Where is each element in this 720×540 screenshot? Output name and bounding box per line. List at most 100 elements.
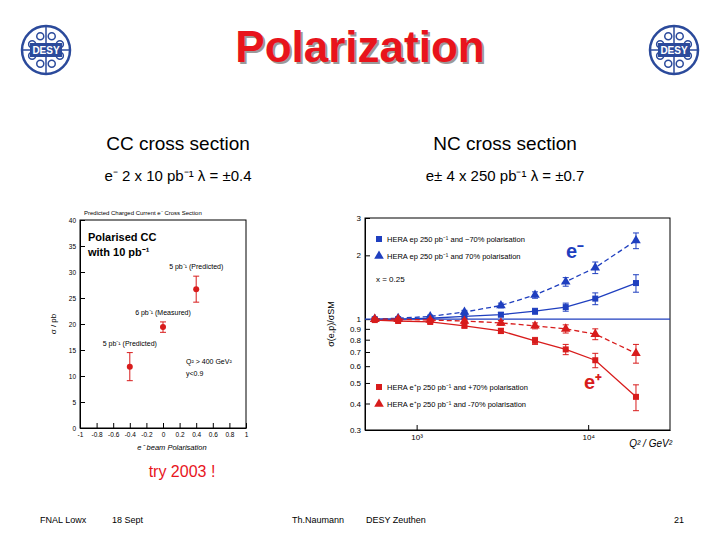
- series-line: [375, 283, 636, 319]
- y-axis-tick-label: 35: [69, 243, 77, 250]
- y-axis-tick: 0.4: [350, 400, 370, 409]
- data-point: [633, 394, 639, 400]
- x-axis-tick-label: 0.6: [209, 431, 218, 438]
- error-bar: [563, 303, 569, 311]
- x-axis-tick: -0.2: [141, 423, 153, 438]
- x-axis-line: [81, 428, 247, 429]
- error-bar-cap: [633, 410, 639, 411]
- annotation: Polarised CC: [88, 231, 157, 243]
- annotation: Predicted Charged Current e⁻ Cross Secti…: [84, 210, 202, 216]
- y-axis: 0510152025303540: [69, 217, 85, 432]
- x-axis-tick-mark: [229, 423, 230, 428]
- x-axis-tick-label: 10⁴: [582, 433, 595, 442]
- series-line: [375, 320, 636, 397]
- data-point: [532, 308, 538, 314]
- error-bar-cap: [193, 276, 199, 277]
- data-point: [496, 317, 506, 325]
- error-bar-cap: [633, 274, 639, 275]
- error-bar-cap: [563, 303, 569, 304]
- x-axis-tick-mark: [113, 423, 114, 428]
- data-point: [633, 280, 639, 286]
- x-axis-tick: 0.2: [176, 423, 185, 438]
- data-point: [460, 315, 470, 323]
- error-bar-cap: [592, 292, 598, 293]
- y-axis: 0.30.40.50.60.70.80.9123: [350, 214, 370, 435]
- y-axis-tick-label: 0.6: [350, 362, 362, 371]
- x-axis-tick-mark: [146, 423, 147, 428]
- logo-ring: [650, 26, 698, 74]
- logo-dot: [665, 33, 672, 40]
- x-axis-title: Q² / GeV²: [629, 438, 672, 449]
- data-point: [160, 324, 166, 330]
- x-axis-tick: -0.6: [108, 423, 120, 438]
- x-axis-tick-mark: [196, 423, 197, 428]
- point-label: 5 pb⁻¹ (Predicted): [169, 263, 223, 271]
- x-axis: -1-0.8-0.6-0.4-0.200.20.40.60.81: [78, 423, 249, 438]
- y-axis-tick-mark: [365, 255, 370, 256]
- series-line: [375, 319, 636, 353]
- y-axis-tick-label: 0.3: [350, 426, 362, 435]
- error-bar-cap: [563, 354, 569, 355]
- plot-frame: [365, 218, 670, 430]
- data-point: [631, 348, 641, 356]
- error-bar-cap: [592, 273, 598, 274]
- logo: DESY: [22, 26, 70, 74]
- data-point: [530, 289, 540, 297]
- y-axis-tick-label: 0: [72, 425, 76, 432]
- error-bar: [127, 353, 133, 381]
- y-axis-tick-label: 0.9: [350, 325, 362, 334]
- x-axis-tick: 0: [162, 423, 166, 438]
- y-axis-title: σ / pb: [49, 313, 58, 334]
- x-axis-tick: 10³: [411, 425, 423, 442]
- y-axis-tick-mark: [80, 246, 85, 247]
- data-point: [563, 304, 569, 310]
- y-axis-tick: 30: [69, 269, 85, 276]
- error-bar-cap: [127, 352, 133, 353]
- y-axis-tick-mark: [80, 402, 85, 403]
- x-axis-tick-mark: [130, 423, 131, 428]
- data-point: [590, 329, 600, 337]
- x-axis-tick-label: -0.4: [125, 431, 137, 438]
- annotation: y<0.9: [186, 370, 203, 378]
- y-axis-tick-mark: [365, 366, 370, 367]
- error-bar-cap: [532, 298, 538, 299]
- y-axis-tick-label: 15: [69, 347, 77, 354]
- y-axis-tick-mark: [80, 350, 85, 351]
- legend-entry: HERA e⁺p 250 pb⁻¹ and -70% polarisation: [387, 400, 526, 409]
- legend-marker: [376, 384, 382, 390]
- error-bar-cap: [633, 344, 639, 345]
- data-point: [496, 300, 506, 308]
- data-point: [393, 314, 403, 322]
- error-bar-cap: [592, 367, 598, 368]
- logo-box: [658, 43, 690, 57]
- data-point: [193, 286, 199, 292]
- data-point: [370, 314, 380, 322]
- error-bar: [633, 275, 639, 292]
- point-label: 5 pb⁻¹ (Predicted): [103, 340, 157, 348]
- slide: PolarizationPolarizationDESYDESYtry 2003…: [0, 0, 720, 540]
- error-bar: [592, 353, 598, 367]
- y-axis-tick-label: 0.8: [350, 336, 362, 345]
- chart-title: CC cross section: [106, 133, 250, 154]
- y-axis-tick: 5: [72, 399, 85, 406]
- error-bar-cap: [592, 339, 598, 340]
- point-label: 6 pb⁻¹ (Measured): [135, 309, 191, 317]
- logo-box: [30, 43, 62, 57]
- y-axis-tick: 0.7: [350, 348, 370, 357]
- y-axis-tick: 35: [69, 243, 85, 250]
- y-axis-tick: 0.3: [350, 426, 370, 435]
- data-point: [393, 313, 403, 321]
- data-point: [631, 235, 641, 243]
- y-axis-tick-mark: [80, 324, 85, 325]
- background: [0, 0, 720, 540]
- x-axis-tick-mark: [213, 423, 214, 428]
- x-axis-tick: 1: [245, 423, 249, 438]
- y-axis-tick-label: 5: [72, 399, 76, 406]
- x-axis-tick: -0.8: [91, 423, 103, 438]
- error-bar-cap: [592, 353, 598, 354]
- y-axis-tick: 0.6: [350, 362, 370, 371]
- x-axis-tick-label: -0.2: [141, 431, 153, 438]
- y-axis-tick-label: 2: [357, 251, 362, 260]
- x-axis-tick: 0.8: [225, 423, 234, 438]
- data-point: [561, 276, 571, 284]
